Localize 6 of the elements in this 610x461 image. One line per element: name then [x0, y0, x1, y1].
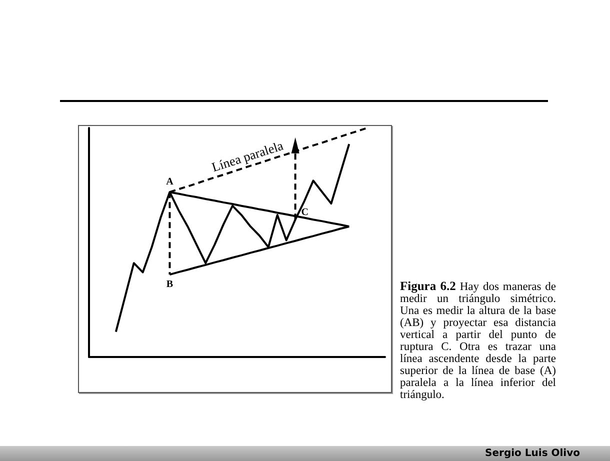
text: Sergio Luis Olivo — [0, 446, 610, 461]
annotation: C — [301, 207, 309, 218]
annotation: Línea paralela — [210, 138, 286, 175]
annotation: A — [166, 176, 174, 188]
text: Figura 6.2 — [400, 279, 456, 293]
annotation: B — [166, 279, 174, 290]
